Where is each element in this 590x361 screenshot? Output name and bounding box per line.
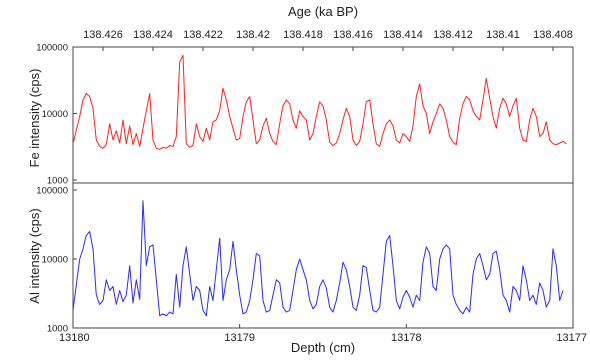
bottom-axis-title: Depth (cm) [291, 340, 355, 355]
al-series-line [72, 200, 564, 317]
depth-tick-label: 13178 [391, 332, 422, 344]
age-tick-label: 138.426 [83, 29, 123, 41]
age-tick-label: 138.408 [533, 29, 573, 41]
fe-ytick-label: 1000 [47, 176, 68, 187]
age-tick-label: 138.424 [133, 29, 173, 41]
fe-ytick-label: 100000 [36, 43, 68, 54]
age-tick-label: 138.42 [236, 29, 270, 41]
top-axis-title: Age (ka BP) [288, 4, 358, 19]
depth-tick-label: 13177 [556, 332, 587, 344]
al-y-axis-ticks: 1000 10000 100000 [36, 186, 77, 335]
age-tick-label: 138.414 [383, 29, 423, 41]
age-tick-label: 138.41 [486, 29, 520, 41]
top-axis-ticks: 138.426 138.424 138.422 138.42 138.418 138.41… [83, 29, 573, 51]
fe-y-axis-ticks: 1000 10000 100000 [36, 43, 77, 187]
al-ytick-label: 10000 [42, 255, 68, 266]
fe-series [72, 54, 567, 150]
al-y-axis-title: Al intensity (cps) [27, 208, 42, 303]
fe-series-line [72, 54, 567, 150]
chart-frame [72, 46, 574, 329]
depth-tick-label: 13179 [224, 332, 255, 344]
al-ytick-label: 1000 [47, 324, 68, 335]
age-tick-label: 138.412 [433, 29, 473, 41]
age-tick-label: 138.416 [333, 29, 373, 41]
depth-tick-label: 13180 [59, 332, 90, 344]
al-series [72, 200, 564, 317]
age-tick-label: 138.422 [183, 29, 223, 41]
fe-ytick-label: 10000 [42, 109, 68, 120]
bottom-axis-ticks: 13180 13179 13178 13177 [59, 324, 587, 344]
fe-y-axis-title: Fe intensity (cps) [27, 69, 42, 168]
age-tick-label: 138.418 [283, 29, 323, 41]
al-ytick-label: 100000 [36, 186, 68, 197]
